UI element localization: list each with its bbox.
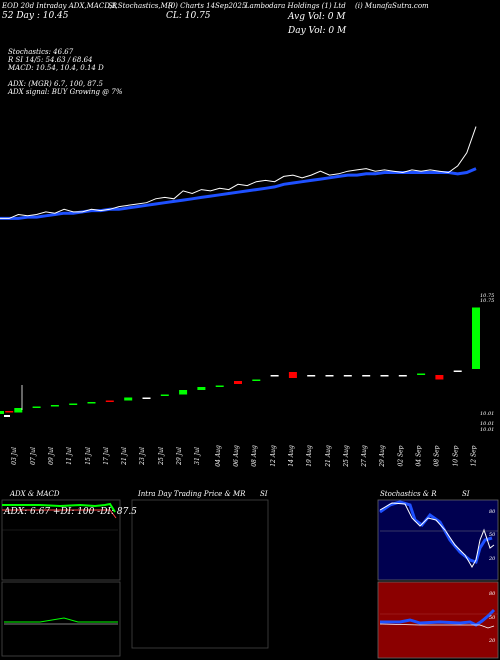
- stoch-tick-50: 50: [489, 532, 496, 538]
- rsi-tick-50: 50: [489, 615, 496, 621]
- intraday-panel-frame: [131, 499, 269, 649]
- date-tick-label: 04 Sep: [415, 445, 423, 467]
- date-tick-label: 11 Jul: [66, 447, 74, 465]
- date-tick-label: 04 Aug: [214, 445, 222, 467]
- rsi-tick-80: 80: [489, 591, 496, 597]
- stoch-panel-frame: [377, 499, 499, 581]
- candle: [252, 379, 261, 381]
- price-chart: [0, 126, 480, 417]
- stoch-tick-20: 20: [489, 556, 496, 562]
- candle: [343, 375, 352, 377]
- candle: [435, 375, 444, 380]
- candle: [142, 397, 151, 399]
- stoch-panel-title-b: SI: [462, 490, 470, 498]
- rsi-signal-line: [379, 623, 495, 629]
- day-vol: Day Vol: 0 M: [288, 26, 347, 36]
- rsi-tick-20: 20: [489, 638, 496, 644]
- candle: [234, 381, 242, 384]
- adx-panel-title: ADX & MACD: [10, 490, 60, 498]
- price-label-top-a: 10.75: [480, 293, 495, 299]
- candle: [270, 375, 279, 377]
- date-tick-label: 23 Jul: [139, 447, 147, 465]
- stoch-d-line: [379, 502, 495, 568]
- date-tick-label: 14 Aug: [287, 445, 295, 467]
- candle: [380, 375, 389, 377]
- intra-panel-title: Intra Day Trading Price & MR: [138, 490, 246, 498]
- date-tick-label: 15 Jul: [84, 447, 92, 465]
- date-tick-label: 12 Sep: [470, 445, 478, 467]
- date-tick-label: 25 Jul: [157, 447, 165, 465]
- candle: [179, 390, 188, 395]
- day-line: 52 Day : 10.45: [2, 11, 69, 21]
- header-topline-3: (0) Charts 14Sep2025: [168, 2, 247, 10]
- date-tick-label: 31 Jul: [194, 447, 202, 465]
- candle: [105, 400, 114, 402]
- date-tick-label: 01 Jul: [0, 447, 1, 465]
- header-topline-5: (i) MunafaSutra.com: [355, 2, 429, 10]
- adx-panel-values: ADX: 6.67 +DI: 100 -DI: 87.5: [4, 507, 137, 517]
- candle: [5, 411, 14, 413]
- date-tick-label: 07 Jul: [29, 447, 37, 465]
- candle: [14, 408, 23, 413]
- date-tick-label: 09 Jul: [47, 447, 55, 465]
- rsi-line: [380, 608, 496, 627]
- price-label-low-c: 10.01: [480, 427, 495, 433]
- price-label-low-b: 10.01: [480, 421, 495, 427]
- candle: [197, 387, 206, 390]
- date-tick-label: 08 Sep: [433, 445, 441, 467]
- candle: [417, 373, 426, 375]
- price-label-low-a: 10.01: [480, 411, 495, 417]
- candle: [398, 375, 407, 377]
- candle: [453, 370, 462, 372]
- candle: [215, 385, 224, 387]
- candle: [50, 405, 59, 407]
- candle: [472, 307, 480, 369]
- date-tick-label: 06 Aug: [232, 445, 240, 467]
- candle: [362, 375, 371, 377]
- candle: [160, 394, 169, 396]
- date-tick-label: 29 Aug: [379, 445, 387, 467]
- rsi-value: R SI 14/5: 54.63 / 68.64: [8, 56, 93, 64]
- date-tick-label: 08 Aug: [251, 445, 259, 467]
- macd-value: MACD: 10.54, 10.4, 0.14 D: [8, 64, 104, 72]
- candle: [32, 406, 41, 408]
- macd-line: [4, 617, 118, 623]
- rsi-panel-frame: [377, 581, 499, 659]
- candle: [288, 372, 297, 378]
- date-tick-label: 21 Aug: [324, 445, 332, 467]
- candle: [87, 402, 96, 404]
- stoch-k-line: [379, 500, 493, 564]
- date-tick-label: 21 Jul: [121, 447, 129, 465]
- candle: [124, 397, 133, 401]
- price-label-top-b: 10.75: [480, 298, 495, 304]
- header-topline-1: EOD 20d Intraday ADX,MACD,R: [2, 2, 118, 10]
- close-line: CL: 10.75: [166, 11, 211, 21]
- candle: [0, 411, 4, 414]
- candle-stub: [4, 415, 10, 417]
- intra-panel-title-b: SI: [260, 490, 268, 498]
- date-tick-label: 03 Jul: [11, 447, 19, 465]
- date-tick-label: 02 Sep: [397, 445, 405, 467]
- stoch-panel-title: Stochastics & R: [380, 490, 437, 498]
- date-tick-label: 19 Aug: [306, 445, 314, 467]
- close-line: [0, 126, 477, 219]
- date-tick-label: 17 Jul: [102, 447, 110, 465]
- macd-panel-frame: [1, 581, 121, 657]
- date-tick-label: 12 Aug: [269, 445, 277, 467]
- header-topline-2: SI,Stochastics,MR: [108, 2, 174, 10]
- adx-signal: ADX signal: BUY Growing @ 7%: [8, 88, 123, 96]
- date-tick-label: 25 Aug: [342, 445, 350, 467]
- candle: [69, 403, 78, 405]
- header-topline-4: Lambodara Holdings (1) Ltd: [245, 2, 346, 10]
- date-tick-label: 29 Jul: [175, 447, 183, 465]
- candle: [307, 375, 316, 377]
- stoch-tick-80: 80: [489, 509, 496, 515]
- date-tick-label: 10 Sep: [452, 445, 460, 467]
- avg-vol: Avg Vol: 0 M: [288, 12, 346, 22]
- candle: [325, 375, 334, 377]
- adx-value: ADX: (MGR) 6.7, 100, 87.5: [8, 80, 103, 88]
- stochastics-value: Stochastics: 46.67: [8, 48, 74, 56]
- date-tick-label: 27 Aug: [360, 445, 368, 467]
